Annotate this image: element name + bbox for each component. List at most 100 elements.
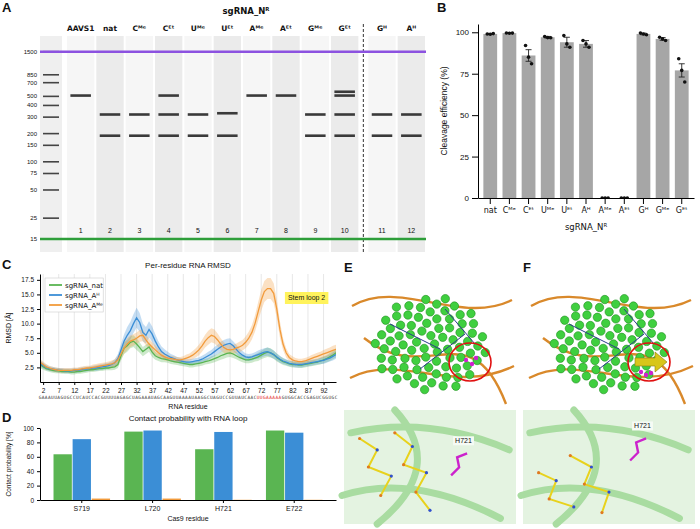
protein-cluster: [561, 316, 569, 324]
x-axis-tick-label: 67: [243, 387, 251, 394]
x-axis-tick-mark: [59, 382, 60, 385]
atom: [583, 483, 586, 486]
protein-cluster: [388, 356, 396, 364]
bar: [124, 432, 142, 500]
y-axis-tick-mark: [37, 428, 40, 429]
protein-cluster: [624, 315, 632, 323]
line-panel: CPer-residue RNA RMSD2.55.07.510.012.515…: [2, 257, 338, 410]
x-axis-tick-mark: [277, 382, 278, 385]
x-axis-tick-label: Gᴱᵗ: [676, 206, 688, 215]
histidine-highlight: [639, 370, 643, 374]
x-axis-title: sgRNA_Nᴿ: [565, 222, 608, 232]
legend-swatch: [49, 304, 62, 306]
replicate-point: [568, 45, 572, 49]
figure: AsgRNA_NᴿAAVS1natCᴹᵉCᴱᵗUᴹᵉUᴱᵗAᴹᵉAᴱᵗGᴹᵉGᴱ…: [0, 0, 700, 529]
protein-cluster: [586, 346, 594, 354]
protein-cluster: [399, 341, 407, 349]
x-axis-tick: Cᴹᵉ: [503, 198, 516, 215]
atom: [411, 445, 414, 448]
protein-cluster: [428, 379, 436, 387]
y-axis-tick-label: 2.5: [25, 364, 34, 371]
replicate-point: [488, 32, 492, 36]
bar: [214, 432, 232, 500]
replicate-point: [511, 31, 515, 35]
ladder-band: [43, 96, 59, 98]
x-axis: S719L720H721E722: [41, 500, 337, 512]
y-axis-tick: 17.5: [21, 276, 40, 283]
legend-label: sgRNA_nat: [65, 282, 103, 290]
focus-circle: [628, 343, 670, 381]
protein-cluster: [391, 347, 399, 355]
protein-cluster: [601, 353, 609, 361]
rna-base: [445, 309, 475, 344]
x-axis-tick-label: 7: [57, 387, 61, 394]
focus-circle: [449, 343, 491, 381]
protein-cluster: [591, 356, 599, 364]
x-axis-tick-label: 92: [320, 387, 328, 394]
protein-cluster: [416, 303, 424, 311]
x-axis-tick: Uᴹᵉ: [541, 198, 555, 215]
y-axis-tick-label: 5.0: [25, 349, 34, 356]
x-axis-tick-label: 27: [118, 387, 126, 394]
protein-cluster: [614, 324, 622, 332]
x-axis-tick-label: 37: [149, 387, 157, 394]
x-axis-tick-mark: [43, 382, 44, 385]
bar: [541, 37, 555, 198]
y-axis-tick: 75: [460, 70, 478, 79]
lane-background: [184, 36, 211, 252]
protein-cluster: [392, 303, 400, 311]
x-axis: 271217222732374247525762677277828792: [41, 382, 337, 394]
bar: [73, 439, 91, 500]
lane-number: 2: [108, 227, 112, 234]
x-axis-tick-label: Gᴴ: [638, 206, 648, 215]
protein-cluster: [410, 379, 418, 387]
y-axis-title: Contact probability [%]: [5, 431, 13, 496]
atom: [569, 454, 572, 457]
y-axis-tick: 100: [23, 425, 40, 432]
protein-cluster: [637, 320, 645, 328]
legend-label: sgRNA_Aᴹᵉ: [65, 302, 103, 310]
series-line: [40, 318, 336, 371]
protein-ribbon: [342, 488, 500, 518]
lane-number: 4: [167, 227, 171, 234]
protein-cluster: [565, 337, 573, 345]
ladder-label: 300: [27, 114, 38, 120]
histidine-highlight: [474, 356, 478, 360]
protein-cluster: [473, 356, 481, 364]
ladder-label: 75: [30, 170, 37, 176]
x-axis-line: [41, 500, 337, 501]
atom: [428, 509, 431, 512]
y-axis-tick: 5.0: [25, 349, 40, 356]
y-axis-tick-label: 12.5: [21, 306, 34, 313]
protein-cluster: [456, 310, 464, 318]
lane-label: Aᴱᵗ: [280, 24, 292, 33]
x-axis-tick-label: H721: [215, 505, 232, 512]
protein-cluster: [631, 382, 639, 390]
ladder-label: 25: [30, 215, 37, 221]
band: [401, 113, 422, 116]
band: [372, 113, 393, 116]
protein-cluster: [648, 319, 656, 327]
band: [100, 113, 121, 116]
bar: [92, 499, 110, 500]
y-axis-tick-mark: [472, 115, 478, 116]
protein-cluster: [570, 347, 578, 355]
lane-number: 7: [255, 227, 259, 234]
x-axis-tick-label: nat: [484, 206, 497, 215]
x-axis-tick-mark: [509, 198, 510, 204]
protein-cluster: [624, 324, 632, 332]
protein-cluster: [395, 332, 403, 340]
protein-cluster: [567, 356, 575, 364]
protein-cluster: [386, 337, 394, 345]
lane-background: [331, 36, 358, 252]
x-axis-tick: 47: [180, 382, 188, 394]
band: [305, 113, 326, 116]
protein-cluster: [418, 373, 426, 381]
plot-marks: [54, 431, 323, 500]
std-band: [40, 278, 336, 373]
x-axis-tick-mark: [586, 198, 587, 204]
x-axis-tick-label: 42: [165, 387, 173, 394]
x-axis-tick-label: 2: [42, 387, 46, 394]
protein-cluster: [629, 302, 637, 310]
band: [129, 113, 150, 116]
